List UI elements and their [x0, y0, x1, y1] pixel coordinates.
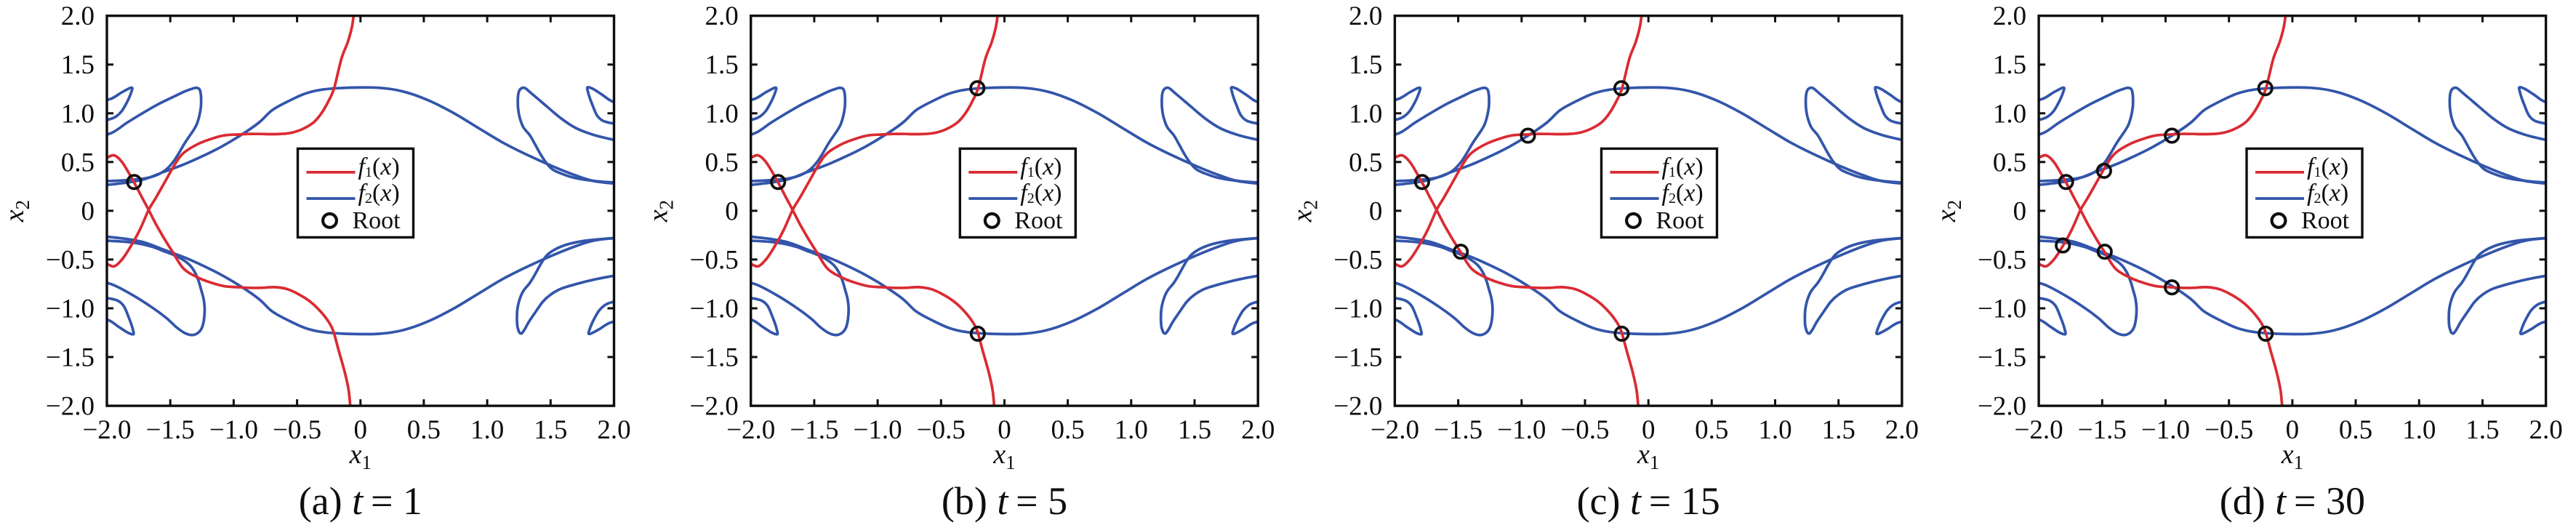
svg-text:(c) t = 15: (c) t = 15 — [1577, 479, 1720, 523]
svg-text:(a) t = 1: (a) t = 1 — [299, 479, 422, 523]
svg-text:(d) t = 30: (d) t = 30 — [2220, 479, 2365, 523]
svg-text:(b) t = 5: (b) t = 5 — [942, 479, 1067, 523]
